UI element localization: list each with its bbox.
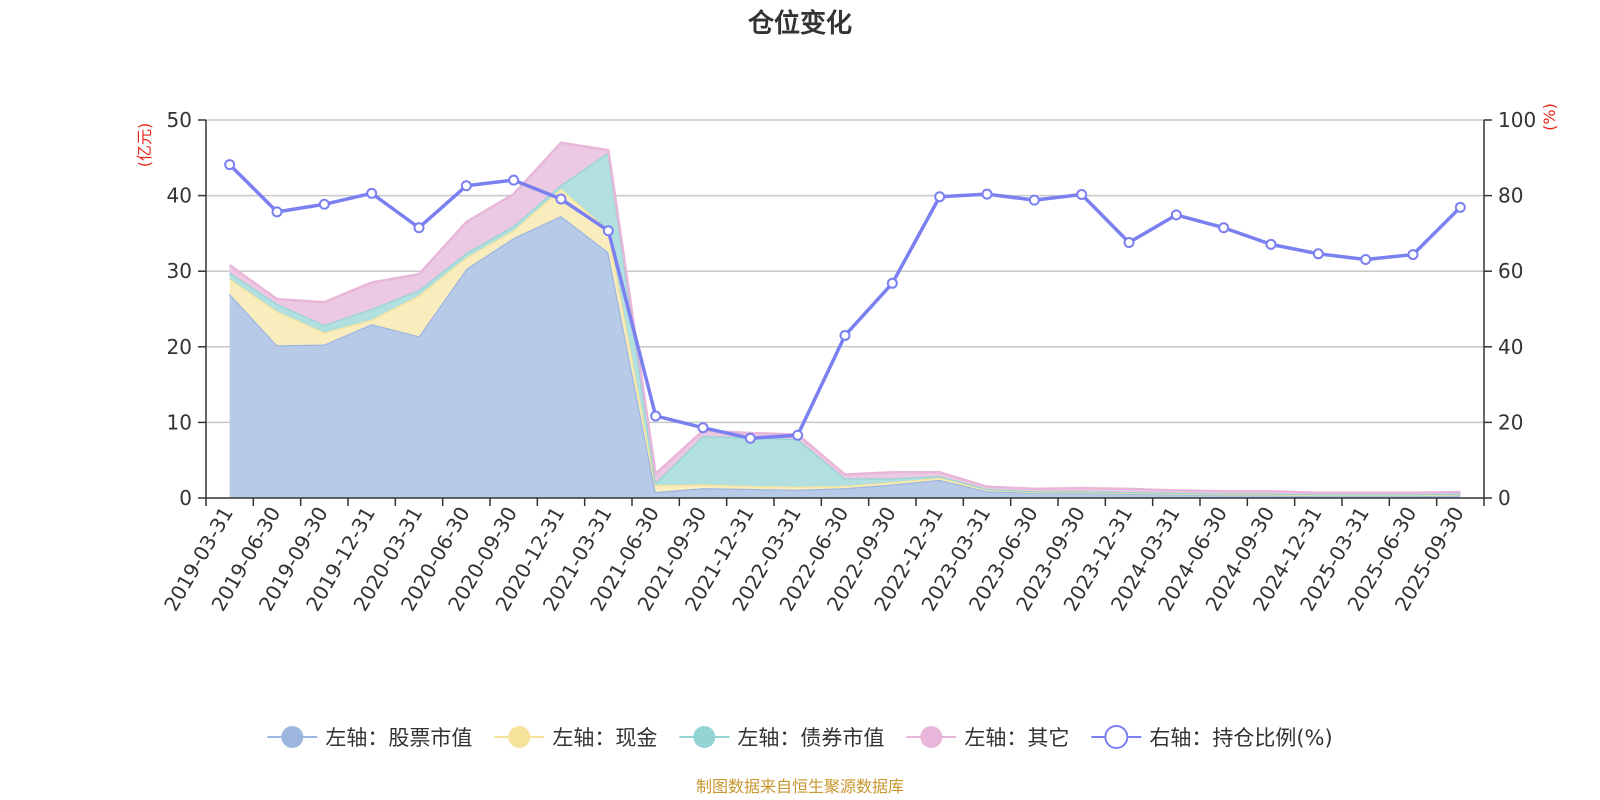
ratio-point-13 (839, 329, 851, 341)
ratio-point-20 (1170, 209, 1182, 221)
legend-marker-2 (693, 726, 716, 748)
area-edge-series-3 (228, 141, 1461, 494)
legend-label-3: 左轴：其它 (964, 726, 1069, 750)
ratio-point-14 (886, 277, 898, 289)
ratio-point-6 (508, 174, 520, 186)
ratio-point-18 (1076, 188, 1088, 200)
left-tick-label-0: 0 (179, 486, 192, 510)
ratio-point-9 (650, 410, 662, 422)
ratio-point-0 (224, 159, 236, 171)
ratio-point-24 (1360, 253, 1372, 265)
right-axis-unit: (%) (1540, 103, 1559, 131)
left-axis-unit: (亿元) (135, 123, 154, 168)
ratio-point-19 (1123, 236, 1135, 248)
ratio-point-22 (1265, 238, 1277, 250)
right-tick-label-3: 60 (1498, 259, 1523, 283)
ratio-point-11 (744, 432, 756, 444)
left-tick-label-5: 50 (167, 108, 192, 132)
legend-label-2: 左轴：债券市值 (737, 726, 884, 750)
legend-label-0: 左轴：股票市值 (325, 726, 472, 750)
ratio-point-7 (555, 193, 567, 205)
right-tick-label-4: 80 (1498, 184, 1523, 208)
left-tick-label-2: 20 (167, 335, 192, 359)
right-tick-label-0: 0 (1498, 486, 1511, 510)
ratio-point-1 (271, 206, 283, 218)
area-series-0 (229, 216, 1461, 498)
right-tick-label-2: 40 (1498, 335, 1523, 359)
ratio-point-21 (1218, 222, 1230, 234)
ratio-point-15 (934, 191, 946, 203)
ratio-point-3 (366, 187, 378, 199)
source-note: 制图数据来自恒生聚源数据库 (696, 777, 904, 796)
legend-marker-1 (508, 726, 531, 748)
ratio-point-16 (981, 188, 993, 200)
ratio-point-12 (792, 429, 804, 441)
right-tick-label-5: 100 (1498, 108, 1536, 132)
ratio-point-4 (413, 222, 425, 234)
legend-marker-0 (281, 726, 304, 748)
ratio-point-8 (602, 225, 614, 237)
ratio-point-17 (1028, 194, 1040, 206)
left-tick-label-3: 30 (167, 259, 192, 283)
legend-marker-4 (1104, 725, 1129, 749)
ratio-point-2 (318, 198, 330, 210)
position-ratio-line (224, 159, 1466, 444)
right-tick-label-1: 20 (1498, 410, 1523, 434)
stacked-areas (228, 141, 1461, 498)
legend-marker-3 (920, 726, 943, 748)
left-tick-label-1: 10 (167, 410, 192, 434)
legend: 左轴：股票市值 左轴：现金 左轴：债券市值 左轴：其它 右轴：持仓比例(%) (267, 725, 1333, 750)
ratio-point-10 (697, 422, 709, 434)
legend-label-4: 右轴：持仓比例(%) (1149, 726, 1332, 750)
ratio-point-23 (1312, 248, 1324, 260)
legend-label-1: 左轴：现金 (552, 726, 657, 750)
chart-title: 仓位变化 (747, 8, 852, 39)
ratio-point-5 (460, 180, 472, 192)
ratio-point-25 (1407, 249, 1419, 261)
left-tick-label-4: 40 (167, 184, 192, 208)
ratio-point-26 (1454, 201, 1466, 213)
